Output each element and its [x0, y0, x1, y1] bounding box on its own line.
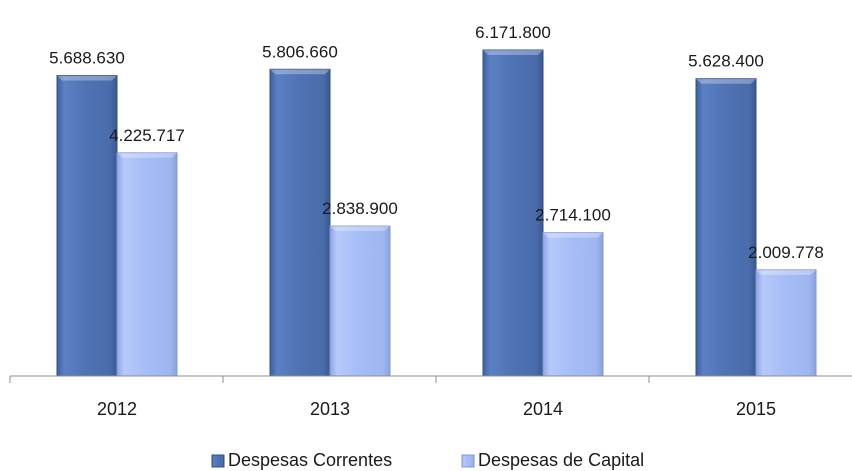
- bar-bevel: [756, 269, 816, 275]
- x-tick-label: 2012: [97, 399, 137, 419]
- bar-rect: [116, 152, 178, 377]
- x-tick-label: 2013: [310, 399, 350, 419]
- x-tick-label: 2015: [736, 399, 776, 419]
- data-label: 4.225.717: [109, 126, 185, 145]
- bar-bevel: [270, 69, 330, 75]
- data-label: 5.688.630: [49, 49, 125, 68]
- legend-swatch: [461, 454, 475, 468]
- bar-2013-s0: [269, 68, 331, 377]
- legend-item-0: Despesas Correntes: [211, 450, 392, 470]
- legend-label: Despesas Correntes: [228, 450, 392, 470]
- bar-2013-s1: [329, 225, 391, 377]
- bar-2012-s0: [56, 75, 118, 377]
- bar-2014-s0: [482, 49, 544, 377]
- x-tick-label: 2014: [523, 399, 563, 419]
- bar-rect: [56, 75, 118, 377]
- data-label: 6.171.800: [475, 23, 551, 42]
- bar-rect: [542, 232, 604, 377]
- bar-2012-s1: [116, 152, 178, 377]
- bar-2015-s0: [695, 78, 757, 377]
- bar-rect: [269, 68, 331, 377]
- bar-bevel: [57, 75, 117, 81]
- data-label: 5.806.660: [262, 42, 338, 61]
- bar-bevel: [696, 78, 756, 84]
- data-label: 2.838.900: [322, 199, 398, 218]
- x-axis: 2012 2013 2014 2015: [9, 375, 852, 419]
- legend-label: Despesas de Capital: [478, 450, 644, 470]
- data-label: 2.714.100: [535, 206, 611, 225]
- legend-swatch: [211, 454, 225, 468]
- data-label: 2.009.778: [748, 243, 824, 262]
- bar-bevel: [543, 232, 603, 238]
- bar-rect: [482, 49, 544, 377]
- data-label: 5.628.400: [688, 52, 764, 71]
- bar-bevel: [330, 226, 390, 232]
- legend: Despesas Correntes Despesas de Capital: [211, 450, 644, 470]
- bar-2015-s1: [755, 269, 817, 377]
- bar-2014-s1: [542, 232, 604, 377]
- bar-rect: [695, 78, 757, 377]
- data-labels-layer: 5.688.630 4.225.717 5.806.660 2.838.900 6.17…: [49, 23, 824, 262]
- bar-rect: [329, 225, 391, 377]
- bars-layer: [56, 49, 817, 377]
- legend-item-1: Despesas de Capital: [461, 450, 644, 470]
- bar-rect: [755, 269, 817, 377]
- bar-bevel: [483, 50, 543, 55]
- bar-bevel: [117, 152, 177, 158]
